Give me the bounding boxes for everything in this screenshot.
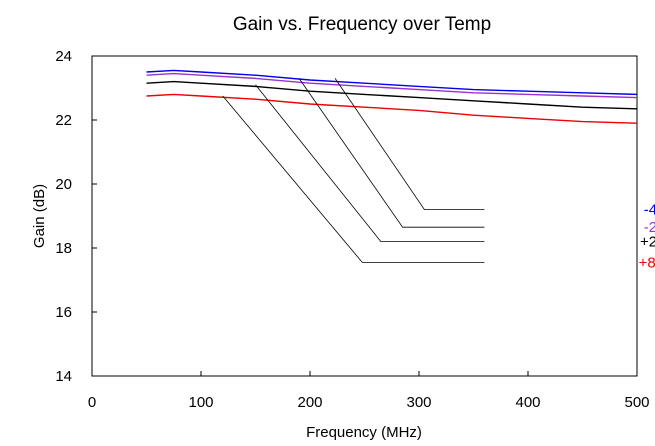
series-line-0 [146, 69, 638, 96]
plot-area [91, 55, 638, 377]
y-tick-label: 24 [55, 48, 72, 65]
x-axis: 0 100 200 300 400 500 [88, 371, 650, 411]
y-axis-label: Gain (dB) [31, 184, 48, 248]
series-label: +25 C [640, 234, 655, 251]
series-line-1 [146, 72, 638, 99]
leader-line [298, 78, 485, 228]
y-axis: 14 16 18 20 22 24 [55, 48, 97, 385]
x-tick-label: 0 [88, 394, 96, 411]
y-tick-label: 22 [55, 112, 72, 129]
x-tick-label: 300 [406, 394, 431, 411]
y-tick-label: 18 [55, 240, 72, 257]
chart-title: Gain vs. Frequency over Temp [233, 14, 491, 35]
x-tick-label: 400 [515, 394, 540, 411]
series-group [146, 69, 638, 124]
annotation-group: -40 C-20 C+25 C +85ºC [222, 78, 655, 271]
series-label: -20 C [644, 219, 655, 236]
series-line-2 [146, 80, 638, 110]
x-tick-label: 500 [624, 394, 649, 411]
leader-line [255, 84, 485, 243]
series-label: +85ºC [639, 254, 655, 271]
series-line-3 [146, 93, 638, 124]
x-tick-label: 200 [297, 394, 322, 411]
series-label: -40 C [644, 202, 655, 219]
x-axis-label: Frequency (MHz) [306, 424, 422, 441]
y-tick-label: 14 [55, 368, 72, 385]
y-tick-label: 20 [55, 176, 72, 193]
x-tick-label: 100 [188, 394, 213, 411]
y-tick-label: 16 [55, 304, 72, 321]
leader-line [222, 95, 485, 263]
leader-line [334, 78, 485, 211]
